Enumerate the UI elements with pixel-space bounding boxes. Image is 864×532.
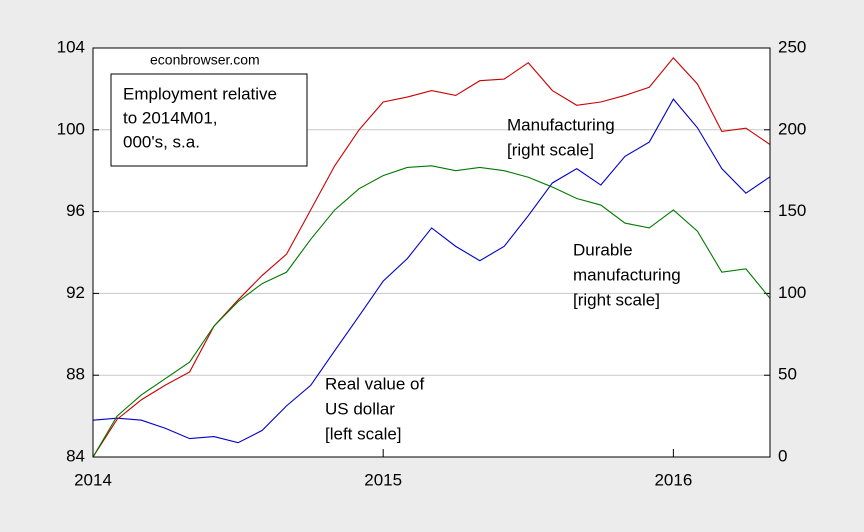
- y-tick-label: 84: [66, 446, 85, 465]
- y2-tick-label: 200: [778, 119, 806, 138]
- y2-tick-label: 50: [778, 365, 797, 384]
- series-label: Real value of: [325, 374, 425, 393]
- series-label: [left scale]: [325, 424, 402, 443]
- y2-tick-label: 250: [778, 37, 806, 56]
- series-label: [right scale]: [573, 290, 660, 309]
- y2-tick-label: 150: [778, 201, 806, 220]
- note-box: [110, 73, 308, 167]
- series-label: Durable: [573, 240, 633, 259]
- note-text: to 2014M01,: [123, 108, 218, 127]
- x-tick-label: 2015: [364, 470, 402, 489]
- plot-frame: [92, 47, 771, 458]
- note-text: Employment relative: [123, 84, 277, 103]
- y2-tick-label: 100: [778, 283, 806, 302]
- note-text: 000's, s.a.: [123, 132, 200, 151]
- y-tick-label: 96: [66, 201, 85, 220]
- series-label: US dollar: [325, 399, 395, 418]
- series-label: Manufacturing: [507, 115, 615, 134]
- x-tick-label: 2016: [654, 470, 692, 489]
- x-tick-label: 2014: [74, 470, 112, 489]
- series-label: manufacturing: [573, 265, 681, 284]
- y-tick-label: 92: [66, 283, 85, 302]
- line-series: [92, 165, 771, 458]
- y-tick-label: 104: [57, 37, 85, 56]
- series-label: [right scale]: [507, 140, 594, 159]
- y-tick-label: 100: [57, 119, 85, 138]
- line-series: [92, 98, 771, 444]
- source: econbrowser.com: [150, 52, 260, 68]
- y2-tick-label: 0: [778, 446, 787, 465]
- y-tick-label: 88: [66, 365, 85, 384]
- line-series: [92, 56, 771, 458]
